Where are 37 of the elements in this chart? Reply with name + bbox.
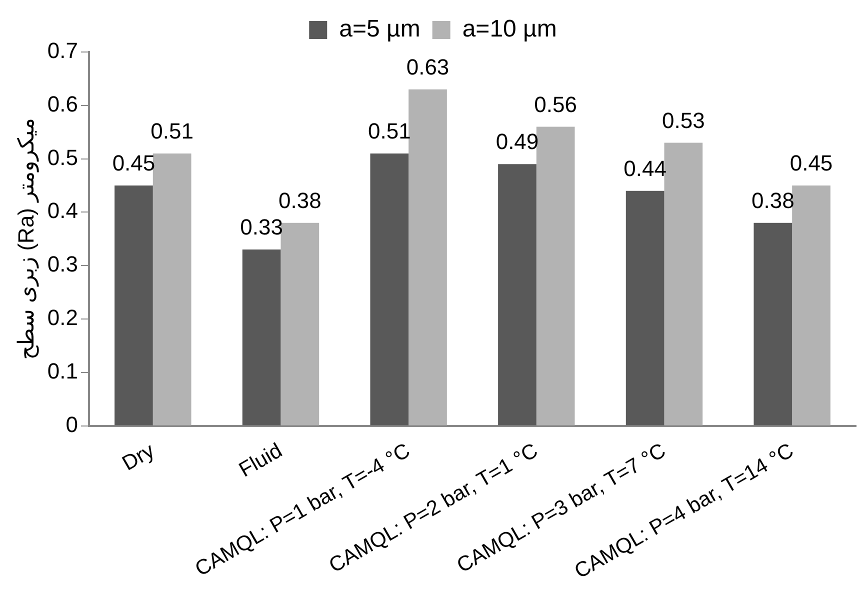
y-tick-label: 0.5	[47, 144, 78, 170]
bar	[408, 89, 447, 426]
y-tick-label: 0.1	[47, 358, 78, 384]
data-label: 0.51	[368, 118, 411, 144]
bar	[498, 164, 536, 426]
bar	[754, 222, 792, 426]
data-label: 0.51	[150, 118, 194, 144]
data-label: 0.56	[534, 92, 577, 117]
y-tick-label: 0.3	[47, 252, 78, 277]
y-tick-label: 0.4	[47, 198, 78, 224]
data-label: 0.38	[751, 188, 794, 213]
y-axis-title: زبری سطح (Ra) میکرومتر	[13, 118, 40, 360]
bar	[280, 222, 320, 426]
bar	[370, 153, 409, 426]
data-label: 0.53	[662, 108, 705, 133]
bar	[664, 142, 703, 426]
bar	[536, 126, 575, 426]
bar	[792, 185, 830, 426]
y-tick-label: 0	[66, 412, 78, 437]
data-label: 0.33	[240, 214, 283, 240]
data-label: 0.44	[624, 156, 666, 181]
data-label: 0.49	[496, 129, 539, 154]
y-tick-label: 0.7	[47, 38, 78, 64]
legend-label: a=5 µm	[339, 16, 420, 43]
y-tick-label: 0.2	[47, 305, 78, 330]
data-label: 0.63	[406, 54, 450, 80]
bar	[114, 185, 153, 426]
x-tick-label: Fluid	[235, 439, 286, 482]
legend-label: a=10 µm	[462, 16, 557, 43]
data-label: 0.45	[790, 150, 833, 176]
bar	[152, 153, 192, 426]
y-tick-label: 0.6	[47, 91, 78, 116]
x-tick-label: Dry	[118, 438, 159, 476]
data-label: 0.38	[278, 188, 322, 213]
bar	[626, 190, 664, 426]
data-label: 0.45	[112, 150, 156, 176]
bar	[242, 250, 281, 426]
